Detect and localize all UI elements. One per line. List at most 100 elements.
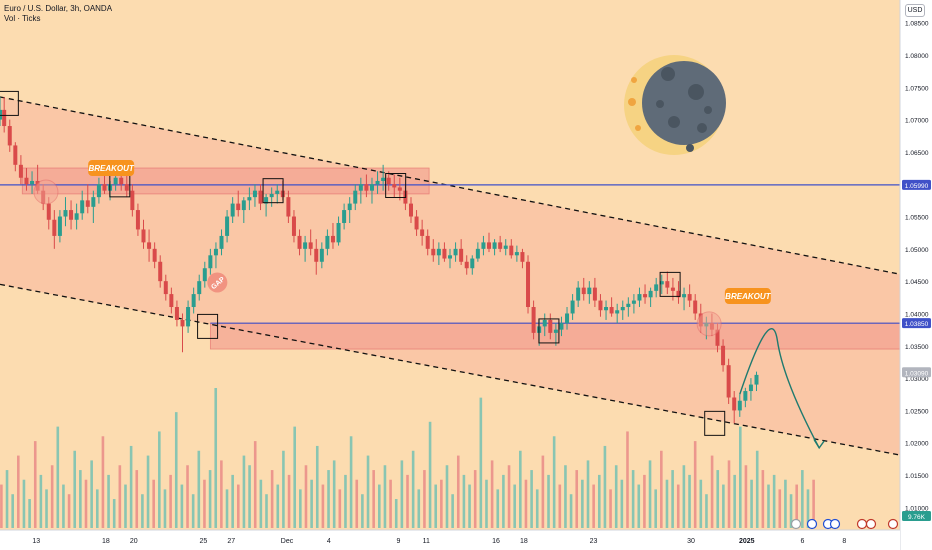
volume-bar: [361, 494, 364, 528]
volume-bar: [705, 494, 708, 528]
volume-bar: [597, 474, 601, 528]
breakout-label-bg: [724, 288, 771, 305]
economic-event-icon[interactable]: [790, 518, 802, 530]
candle-body: [202, 268, 207, 282]
volume-bar: [0, 484, 3, 528]
candle-body: [548, 319, 553, 333]
candle-body: [503, 245, 508, 249]
volume-bar: [191, 494, 195, 528]
volume-bar: [208, 470, 212, 528]
volume-bar: [169, 474, 172, 528]
time-tick-label: 25: [200, 538, 208, 545]
volume-bar: [434, 484, 438, 528]
volume-bar: [118, 465, 122, 528]
time-tick-label: 23: [590, 538, 598, 545]
price-tick-label: 1.02000: [905, 441, 929, 448]
candle-body: [737, 400, 742, 411]
volume-bar: [163, 489, 167, 528]
economic-event-icon[interactable]: [887, 518, 899, 530]
volume-bar: [321, 484, 325, 528]
volume-bar: [558, 484, 562, 528]
candle-body: [754, 374, 759, 385]
candle-body: [119, 177, 124, 185]
candle-body: [604, 307, 609, 311]
time-axis: [0, 530, 900, 550]
volume-bar: [778, 489, 782, 528]
candle-body: [459, 248, 464, 262]
time-tick-label: 13: [32, 538, 40, 545]
price-label-bg: [902, 367, 931, 378]
volume-bar: [772, 474, 776, 528]
candle-body: [581, 287, 586, 295]
candle-body: [152, 248, 157, 262]
volume-bar: [310, 479, 313, 528]
candle-body: [748, 384, 753, 392]
chart-title: Euro / U.S. Dollar, 3h, OANDA: [4, 4, 113, 13]
candle-body: [124, 184, 129, 191]
candle-body: [180, 319, 185, 327]
candle-body: [52, 219, 57, 236]
volume-bar: [124, 484, 127, 528]
breakout-circle-marker: [33, 179, 59, 205]
candle-body: [30, 180, 35, 185]
candle-body: [542, 319, 547, 327]
candle-body: [2, 109, 7, 127]
candle-body: [570, 300, 575, 314]
candle-body: [553, 329, 558, 333]
currency-button[interactable]: USD: [905, 4, 925, 17]
volume-bar: [417, 489, 421, 528]
candle-body: [531, 307, 536, 333]
candle-body: [264, 197, 269, 204]
volume-bar: [812, 479, 815, 528]
volume-bar: [648, 460, 652, 528]
volume-bar: [733, 474, 736, 528]
volume-bar: [253, 441, 257, 528]
candle-body: [436, 248, 441, 256]
time-tick-label: 6: [801, 538, 805, 545]
candle-body: [336, 222, 341, 243]
volume-bar: [620, 479, 624, 528]
price-tick-label: 1.03000: [905, 376, 929, 383]
volume-bar: [519, 450, 522, 528]
volume-bar: [738, 426, 742, 528]
economic-event-icon[interactable]: [806, 518, 818, 530]
price-tick-label: 1.04500: [905, 279, 929, 286]
volume-bar: [112, 499, 116, 528]
candle-body: [308, 242, 313, 249]
projected-path-arrow[interactable]: [739, 328, 820, 449]
candle-body: [375, 180, 380, 185]
price-tick-label: 1.05500: [905, 215, 929, 222]
volume-bar: [535, 489, 539, 528]
volume-bar: [727, 460, 731, 528]
volume-bar: [761, 470, 765, 528]
volume-bar: [259, 479, 263, 528]
candle-body: [57, 216, 62, 236]
price-tick-label: 1.05000: [905, 247, 929, 254]
moon-crater: [688, 84, 704, 100]
moon-crater: [635, 125, 641, 131]
time-tick-label: 20: [130, 538, 138, 545]
highlight-box: [0, 90, 19, 116]
candle-body: [236, 203, 241, 211]
volume-bar: [349, 436, 353, 528]
economic-event-icon[interactable]: [856, 518, 868, 530]
volume-bar: [141, 494, 144, 528]
candle-body: [453, 248, 458, 256]
candle-body: [609, 307, 614, 314]
volume-bar: [197, 450, 201, 528]
moon-shadow: [642, 61, 726, 145]
projected-path-arrowhead: [813, 439, 825, 450]
candle-body: [492, 242, 497, 249]
economic-event-icon[interactable]: [829, 518, 841, 530]
candle-body: [715, 329, 720, 346]
price-tick-label: 1.08000: [905, 53, 929, 60]
candle-body: [7, 126, 12, 146]
candle-body: [364, 184, 369, 191]
moon-crater: [686, 144, 694, 152]
volume-bar: [39, 474, 43, 528]
economic-event-icon[interactable]: [865, 518, 877, 530]
candle-body: [191, 294, 196, 308]
volume-bar: [682, 465, 686, 528]
candle-body: [648, 290, 653, 298]
